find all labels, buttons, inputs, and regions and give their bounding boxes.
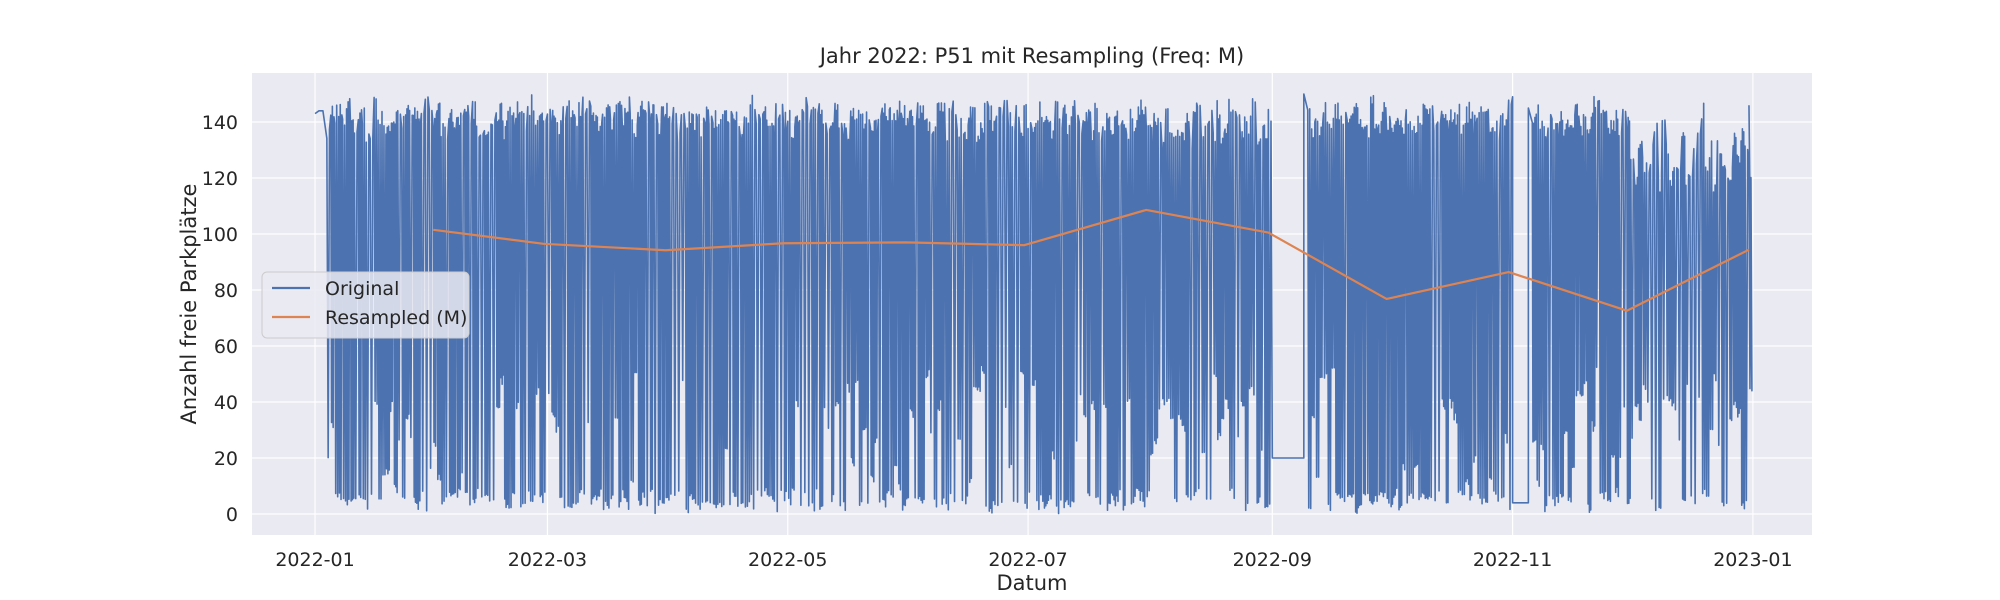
x-tick-label: 2022-09 [1233,549,1312,571]
y-tick-label: 40 [214,392,238,414]
x-axis-label: Datum [996,571,1067,595]
original-line [314,93,1753,515]
series-original [314,93,1753,515]
y-tick-label: 140 [202,112,238,134]
series-resampled [433,208,1750,312]
x-tick-label: 2022-01 [275,549,354,571]
y-tick-label: 0 [226,504,238,526]
legend-box [261,271,470,339]
legend: Original Resampled (M) [261,271,470,339]
y-tick-labels: 0 20 40 60 80 100 120 140 [202,112,238,526]
x-tick-label: 2023-01 [1713,549,1792,571]
x-tick-label: 2022-05 [748,549,827,571]
chart-title: Jahr 2022: P51 mit Resampling (Freq: M) [818,44,1245,68]
legend-label-original: Original [325,278,399,300]
x-tick-label: 2022-11 [1473,549,1552,571]
legend-label-resampled: Resampled (M) [325,307,467,329]
x-tick-label: 2022-03 [508,549,587,571]
y-tick-label: 120 [202,168,238,190]
x-tick-label: 2022-07 [988,549,1067,571]
y-tick-label: 60 [214,336,238,358]
y-axis-label: Anzahl freie Parkplätze [177,184,201,425]
resampled-line [433,208,1750,312]
y-tick-label: 80 [214,280,238,302]
y-tick-label: 20 [214,448,238,470]
x-tick-labels: 2022-01 2022-03 2022-05 2022-07 2022-09 2022-… [275,549,1792,571]
y-tick-label: 100 [202,224,238,246]
